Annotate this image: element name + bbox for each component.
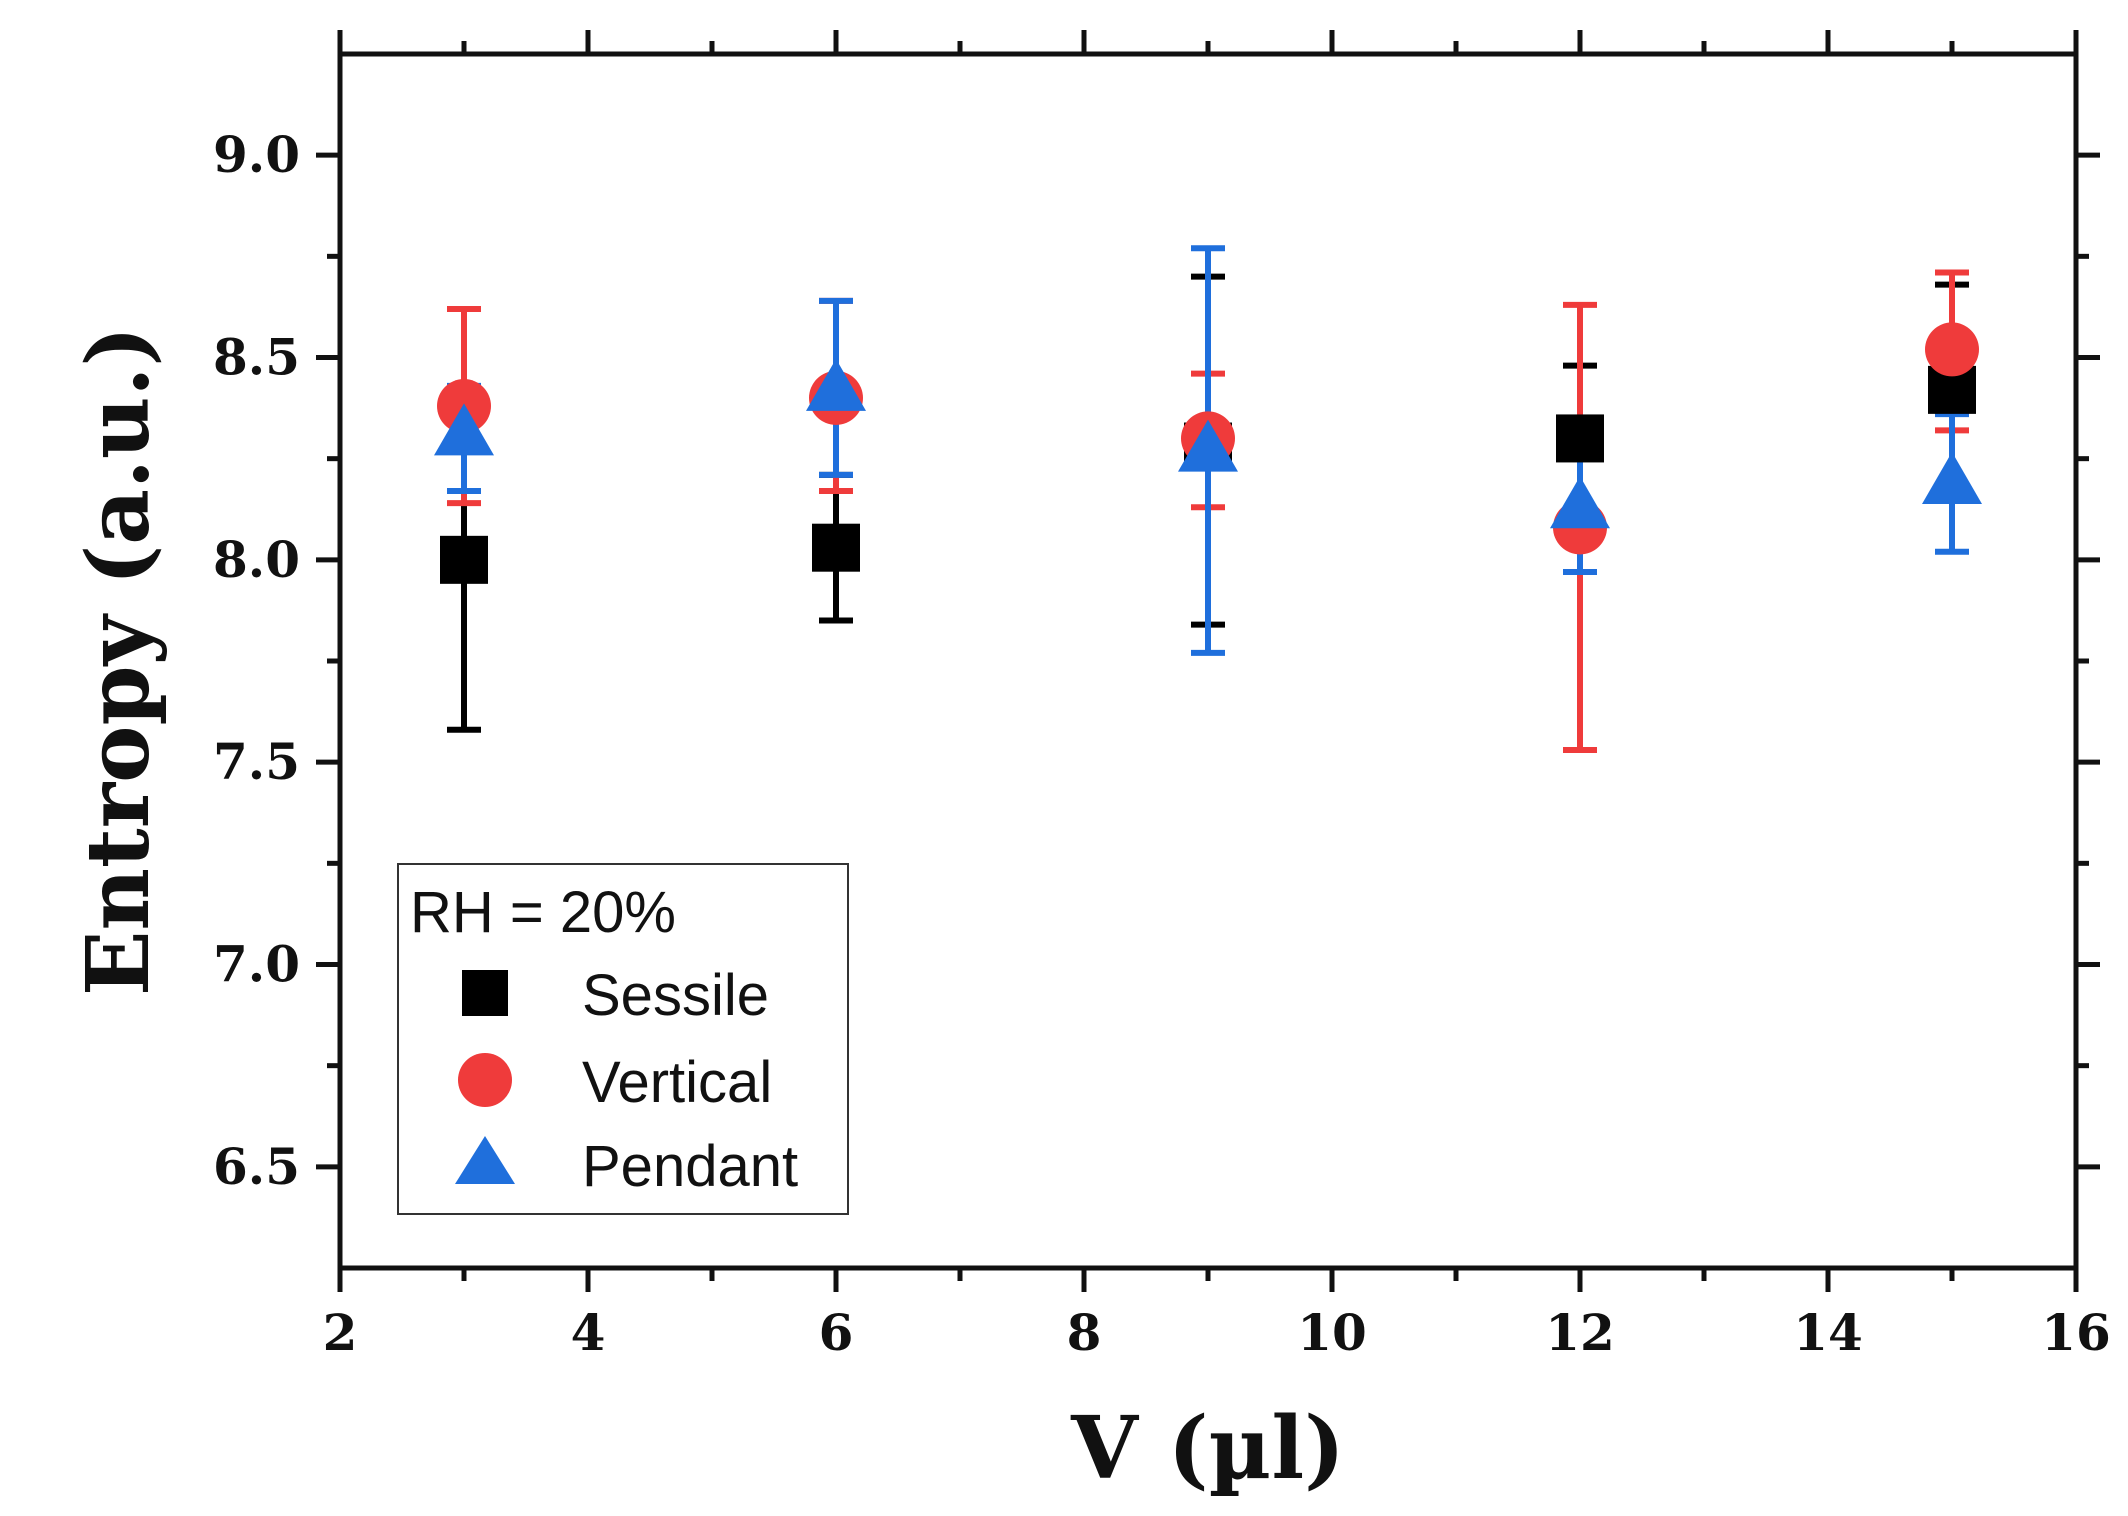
vertical-point: [1925, 322, 1979, 377]
x-tick-label: 6: [819, 1303, 854, 1362]
legend-marker-vertical: [458, 1053, 512, 1107]
pendant-point: [434, 403, 494, 456]
legend-label-sessile: Sessile: [582, 963, 769, 1028]
sessile-point: [812, 523, 860, 572]
legend-title: RH = 20%: [410, 880, 676, 945]
legend-label-vertical: Vertical: [582, 1050, 772, 1115]
x-tick-label: 12: [1545, 1303, 1615, 1362]
y-axis-title: Entropy (a.u.): [68, 326, 169, 996]
y-tick-label: 8.5: [213, 328, 300, 387]
x-tick-label: 16: [2041, 1303, 2111, 1362]
x-axis-title: V (µl): [1070, 1398, 1345, 1499]
legend-label-pendant: Pendant: [582, 1134, 798, 1199]
x-tick-label: 4: [571, 1303, 606, 1362]
pendant-point: [1550, 476, 1610, 529]
x-tick-label: 2: [323, 1303, 358, 1362]
legend-marker-sessile: [462, 970, 508, 1016]
x-tick-label: 8: [1067, 1303, 1102, 1362]
y-tick-label: 7.0: [213, 935, 300, 994]
y-tick-label: 6.5: [213, 1137, 300, 1196]
x-tick-label: 10: [1297, 1303, 1367, 1362]
pendant-point: [1922, 451, 1982, 504]
y-tick-label: 9.0: [213, 125, 300, 184]
y-tick-label: 7.5: [213, 732, 300, 791]
legend-marker-pendant: [455, 1136, 515, 1184]
sessile-point: [1556, 414, 1604, 463]
pendant-point: [1178, 419, 1238, 472]
pendant-point: [806, 358, 866, 411]
x-tick-label: 14: [1793, 1303, 1863, 1362]
y-tick-label: 8.0: [213, 530, 300, 589]
sessile-point: [440, 535, 488, 584]
legend: RH = 20% Sessile Vertical Pendant: [397, 863, 849, 1215]
